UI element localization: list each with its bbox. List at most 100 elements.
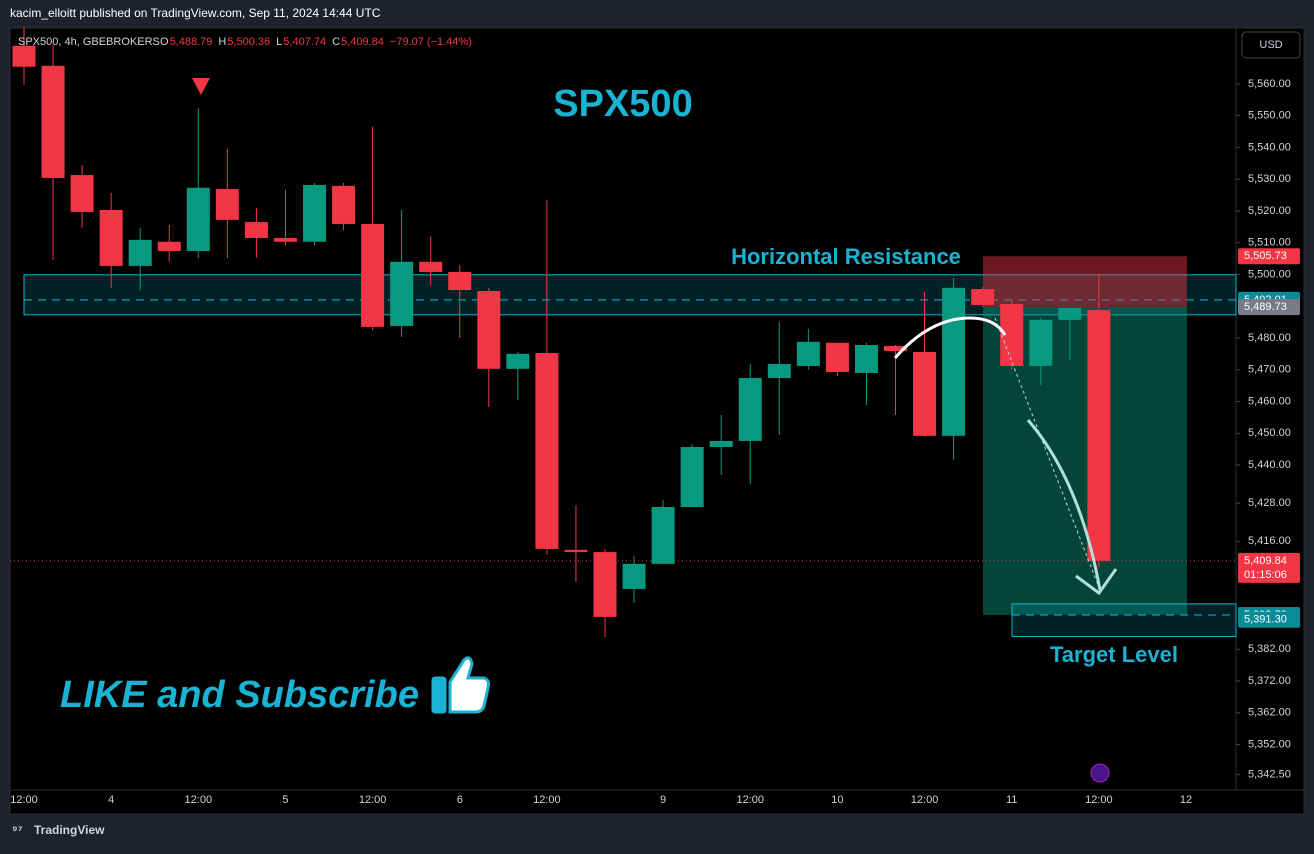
candle-body xyxy=(390,261,414,326)
candle-body xyxy=(738,378,762,441)
candle-body xyxy=(1029,319,1053,366)
candle-body xyxy=(825,342,849,372)
arrow-curve xyxy=(1026,419,1102,591)
candle-body xyxy=(709,440,733,447)
y-tick-label: 5,382.00 xyxy=(1248,643,1291,655)
candle-body xyxy=(651,506,675,564)
ohlc-key: H xyxy=(218,36,226,48)
x-tick-label: 12:00 xyxy=(736,794,764,806)
y-tick-label: 5,416.00 xyxy=(1248,535,1291,547)
ohlc-value: 5,407.74 xyxy=(283,36,326,48)
candle-body xyxy=(680,446,704,507)
y-tick-label: 5,560.00 xyxy=(1248,78,1291,90)
y-tick-label: 5,460.00 xyxy=(1248,395,1291,407)
annotation: Horizontal Resistance xyxy=(731,244,961,269)
candle-body xyxy=(448,271,472,291)
candle-body xyxy=(971,289,995,305)
ohlc-value: 5,500.36 xyxy=(227,36,270,48)
price-label: 5,489.73 xyxy=(1244,301,1287,313)
candle-body xyxy=(99,210,123,266)
x-tick-label: 10 xyxy=(831,794,843,806)
x-tick-label: 9 xyxy=(660,794,666,806)
price-label: 5,409.84 xyxy=(1244,555,1287,567)
x-tick-label: 6 xyxy=(457,794,463,806)
plot: 5,560.00 5,550.00 5,540.00 5,530.00 5,520.00… xyxy=(10,26,1300,806)
y-tick-label: 5,342.50 xyxy=(1248,769,1291,781)
x-tick-label: 5 xyxy=(282,794,288,806)
candle-body xyxy=(41,65,65,178)
candle-body xyxy=(622,563,646,589)
ohlc-value: 5,409.84 xyxy=(341,36,384,48)
candle-body xyxy=(186,187,210,251)
x-tick-label: 4 xyxy=(108,794,114,806)
publisher: kacim_elloitt published on TradingView.c… xyxy=(10,6,381,20)
candle-body xyxy=(70,175,94,212)
candle-body xyxy=(767,364,791,379)
candle-body xyxy=(1058,307,1082,320)
target-zone xyxy=(1011,603,1237,638)
ohlc-key: C xyxy=(332,36,340,48)
ohlc-value: 5,488.79 xyxy=(170,36,213,48)
x-tick-label: 11 xyxy=(1006,794,1017,806)
resistance-zone xyxy=(23,274,1237,316)
y-tick-label: 5,352.00 xyxy=(1248,738,1291,750)
arrow-curve xyxy=(893,316,1007,359)
y-tick-label: 5,470.00 xyxy=(1248,364,1291,376)
candle-body xyxy=(419,261,443,272)
candle-body xyxy=(535,352,559,549)
candle-body xyxy=(1087,310,1111,561)
symbol: SPX500, 4h, GBEBROKERS xyxy=(18,36,160,48)
x-tick-label: 12:00 xyxy=(911,794,939,806)
y-tick-label: 5,450.00 xyxy=(1248,427,1291,439)
stop-zone xyxy=(983,256,1187,308)
ohlc-key: O xyxy=(160,36,169,48)
candle-body xyxy=(884,345,907,352)
x-tick-label: 12:00 xyxy=(10,794,38,806)
thumbs-up xyxy=(431,656,490,714)
currency: USD xyxy=(1259,39,1282,51)
countdown: 01:15:06 xyxy=(1244,569,1287,581)
candle-body xyxy=(477,290,501,369)
y-tick-label: 5,540.00 xyxy=(1248,141,1291,153)
candle-body xyxy=(564,549,588,553)
price-label-bg xyxy=(1238,299,1300,316)
y-tick-label: 5,372.00 xyxy=(1248,675,1291,687)
x-tick-label: 12:00 xyxy=(359,794,387,806)
chart-title: SPX500 xyxy=(553,83,692,125)
candle-body xyxy=(1000,304,1024,366)
candle-body xyxy=(128,239,152,266)
candle-body xyxy=(215,189,239,220)
x-tick-label: 12 xyxy=(1180,794,1192,806)
y-tick-label: 5,440.00 xyxy=(1248,459,1291,471)
price-label-bg xyxy=(1238,248,1300,265)
currency-button[interactable] xyxy=(1241,31,1301,59)
candle-body xyxy=(361,223,385,327)
y-tick-label: 5,362.00 xyxy=(1248,707,1291,719)
y-tick-label: 5,520.00 xyxy=(1248,205,1291,217)
candle-body xyxy=(796,341,820,366)
candle-body xyxy=(942,287,966,436)
x-tick-label: 12:00 xyxy=(533,794,561,806)
brand-logo: ⁹⁷ xyxy=(12,823,23,837)
annotation: LIKE and Subscribe xyxy=(60,674,419,716)
candle-body xyxy=(244,222,268,238)
annotation: Target Level xyxy=(1050,642,1178,667)
ohlc-key: L xyxy=(276,36,282,48)
candle-body xyxy=(273,237,297,242)
x-tick-label: 12:00 xyxy=(185,794,213,806)
candle-body xyxy=(913,351,937,436)
price-label: 5,505.73 xyxy=(1244,250,1287,262)
y-tick-label: 5,480.00 xyxy=(1248,332,1291,344)
arrow-head xyxy=(1075,568,1118,596)
y-tick-label: 5,500.00 xyxy=(1248,268,1291,280)
price-label-bg xyxy=(1238,552,1300,583)
brand: TradingView xyxy=(34,823,105,837)
price-label: 5,391.30 xyxy=(1244,614,1287,626)
y-tick-label: 5,530.00 xyxy=(1248,173,1291,185)
x-tick-label: 12:00 xyxy=(1085,794,1113,806)
alert-icon[interactable] xyxy=(1090,763,1110,783)
candle-body xyxy=(332,185,356,224)
y-tick-label: 5,510.00 xyxy=(1248,237,1291,249)
